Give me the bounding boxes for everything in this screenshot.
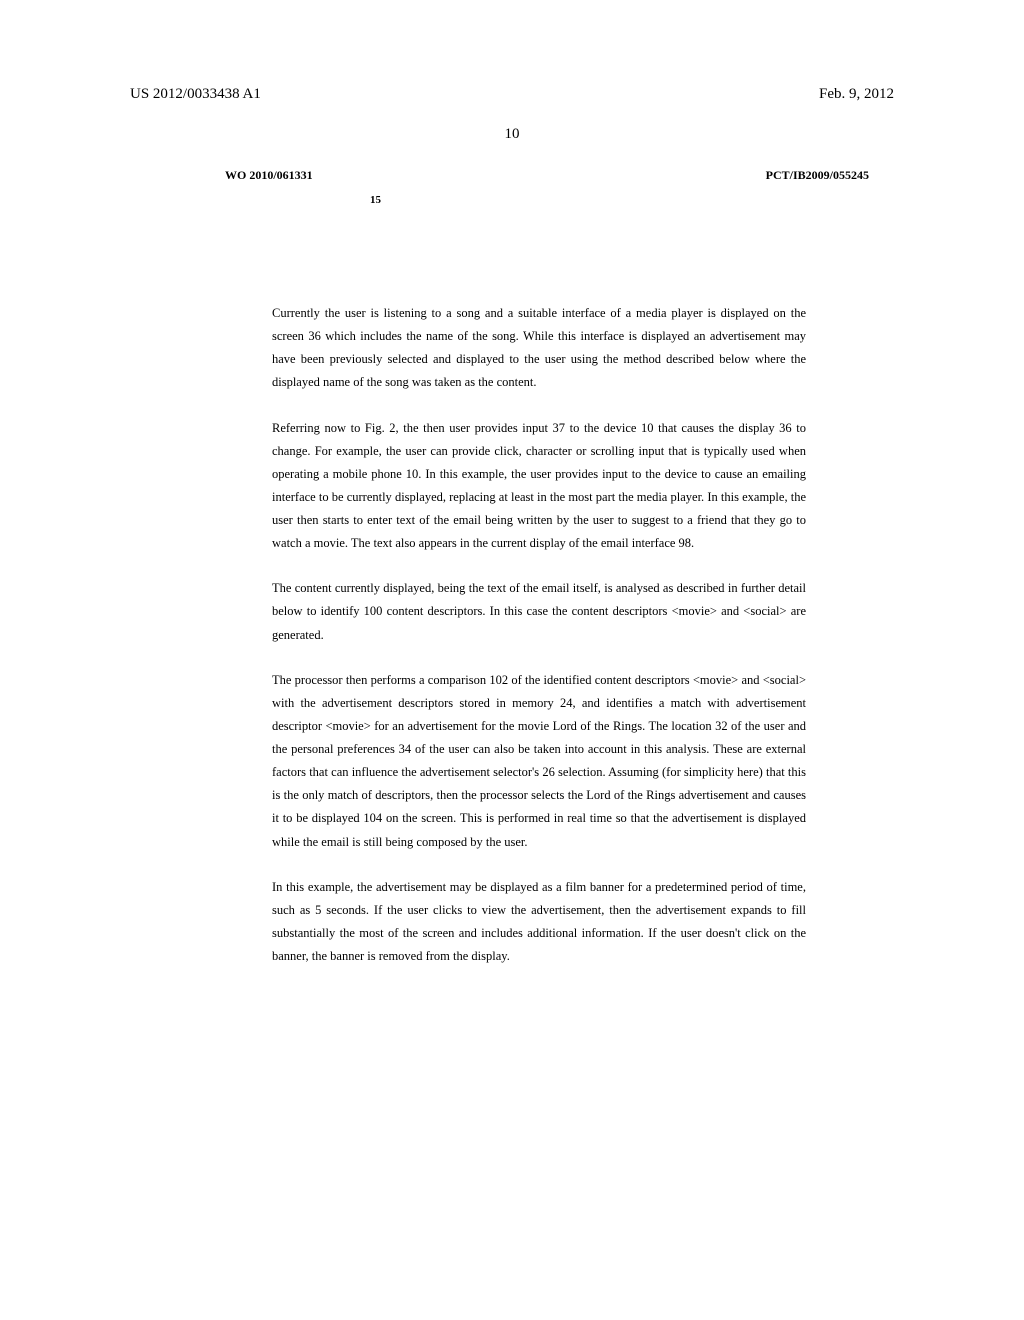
pct-number: PCT/IB2009/055245 <box>766 168 869 183</box>
paragraph-5: In this example, the advertisement may b… <box>272 876 806 969</box>
paragraph-1: Currently the user is listening to a son… <box>272 302 806 395</box>
inner-page-number: 15 <box>370 194 381 206</box>
publication-date: Feb. 9, 2012 <box>819 86 894 103</box>
paragraph-2: Referring now to Fig. 2, the then user p… <box>272 417 806 556</box>
page-number-outer: 10 <box>505 126 520 143</box>
wo-publication-number: WO 2010/061331 <box>225 168 313 183</box>
paragraph-4: The processor then performs a comparison… <box>272 669 806 854</box>
paragraph-3: The content currently displayed, being t… <box>272 577 806 646</box>
document-header: WO 2010/061331 PCT/IB2009/055245 <box>225 168 869 183</box>
page-header: US 2012/0033438 A1 Feb. 9, 2012 <box>130 86 894 103</box>
content-area: Currently the user is listening to a son… <box>272 302 806 990</box>
publication-number: US 2012/0033438 A1 <box>130 86 261 103</box>
